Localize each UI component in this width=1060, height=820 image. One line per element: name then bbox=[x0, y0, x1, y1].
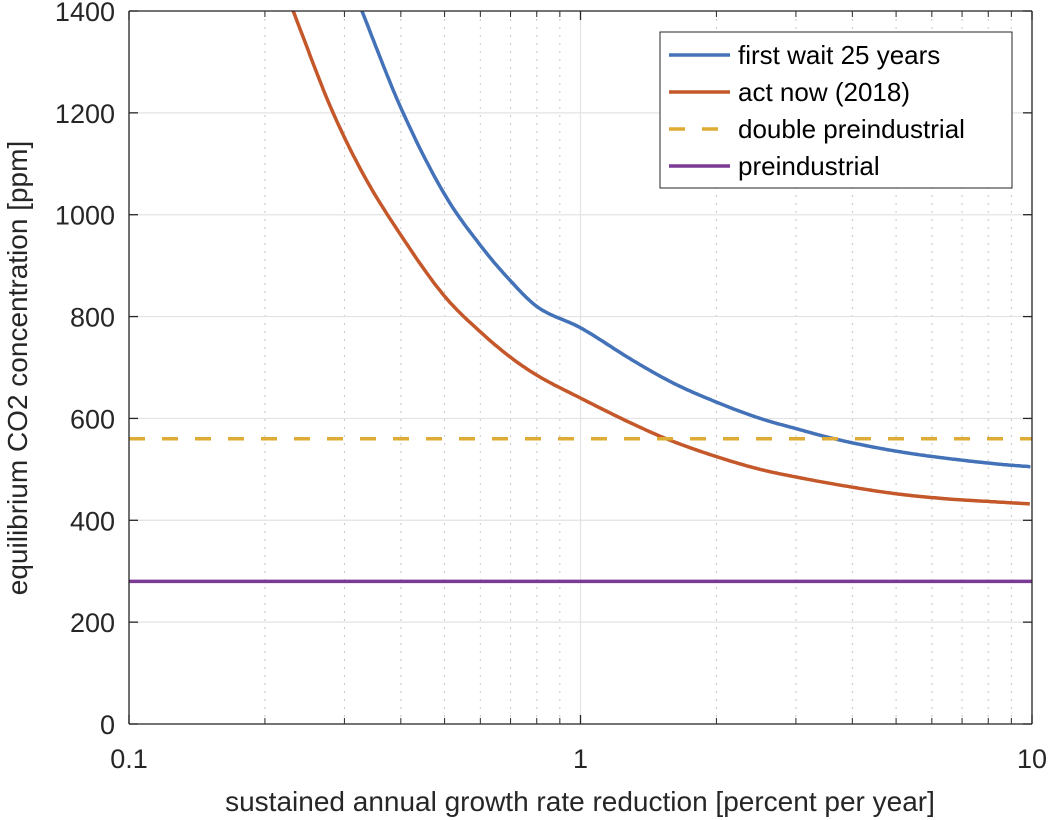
y-tick-label: 600 bbox=[70, 404, 115, 434]
y-tick-label: 200 bbox=[70, 608, 115, 638]
series-group bbox=[129, 11, 1032, 584]
legend-label: first wait 25 years bbox=[738, 40, 940, 70]
x-tick-label: 10 bbox=[1017, 744, 1047, 774]
y-tick-label: 0 bbox=[100, 710, 115, 740]
y-axis-label: equilibrium CO2 concentration [ppm] bbox=[2, 141, 33, 595]
y-tick-labels: 0 200 400 600 800 1000 1200 1400 bbox=[55, 0, 115, 740]
y-tick-label: 1000 bbox=[55, 201, 115, 231]
y-tick-label: 400 bbox=[70, 506, 115, 536]
legend: first wait 25 years act now (2018) double … bbox=[659, 31, 1013, 189]
legend-label: act now (2018) bbox=[738, 77, 910, 107]
x-tick-label: 0.1 bbox=[110, 744, 148, 774]
y-tick-label: 1400 bbox=[55, 0, 115, 27]
y-tick-label: 800 bbox=[70, 303, 115, 333]
legend-label: double preindustrial bbox=[738, 114, 965, 144]
series-line-act-now-2018- bbox=[291, 11, 1030, 506]
series-line-first-wait-25-years bbox=[360, 11, 1031, 469]
y-tick-label: 1200 bbox=[55, 99, 115, 129]
x-tick-label: 1 bbox=[573, 744, 588, 774]
x-axis-label: sustained annual growth rate reduction [… bbox=[225, 786, 935, 817]
legend-label: preindustrial bbox=[738, 151, 880, 181]
axes bbox=[128, 10, 1033, 725]
x-tick-labels: 0.1 1 10 bbox=[110, 744, 1047, 774]
legend-box bbox=[659, 31, 1013, 189]
